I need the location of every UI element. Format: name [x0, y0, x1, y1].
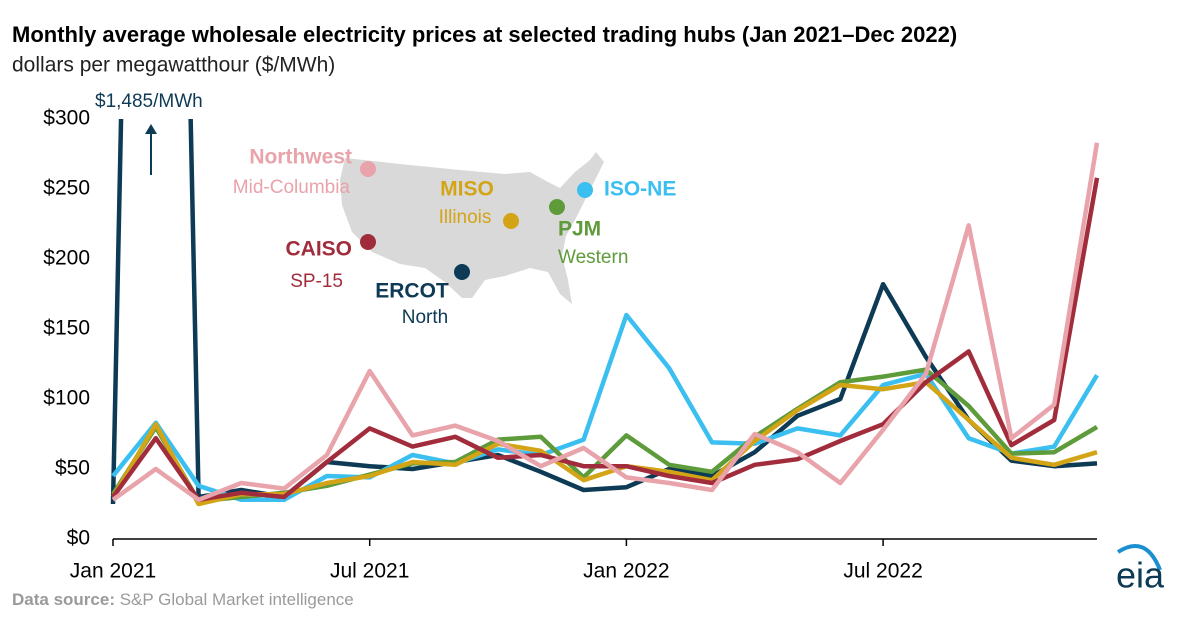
- logo: eia: [1116, 555, 1165, 596]
- legend-sublabel: Mid-Columbia: [233, 177, 351, 198]
- legend-sublabel: Western: [558, 247, 628, 268]
- legend-sublabel: SP-15: [290, 271, 343, 292]
- plot-area: [110, 119, 1100, 507]
- legend-label: CAISO: [285, 238, 352, 261]
- hub-dot: [360, 234, 376, 250]
- y-tick-label: $150: [43, 317, 90, 340]
- x-tick-label: Jan 2021: [70, 560, 156, 583]
- annotation: $1,485/MWh: [95, 91, 203, 112]
- legend-label: MISO: [440, 178, 494, 201]
- line: [111, 312, 1099, 503]
- y-tick-label: $300: [43, 107, 90, 130]
- source-text: S&P Global Market intelligence: [120, 590, 354, 609]
- legend-sublabel: North: [402, 307, 448, 328]
- hub-dot: [549, 199, 565, 215]
- logo-swoosh: [1116, 544, 1162, 571]
- legend-label: ISO-NE: [604, 178, 676, 201]
- legend-sublabel: Illinois: [439, 207, 492, 228]
- chart-subtitle: dollars per megawatthour ($/MWh): [12, 54, 335, 77]
- line: [111, 367, 1099, 504]
- x-tick-label: Jan 2022: [583, 560, 669, 583]
- y-tick-label: $50: [55, 457, 90, 480]
- chart-title: Monthly average wholesale electricity pr…: [12, 22, 957, 47]
- legend-label: ERCOT: [375, 280, 449, 303]
- us-map: [340, 152, 604, 304]
- hub-dot: [360, 161, 376, 177]
- hub-dot: [503, 213, 519, 229]
- y-tick-label: $200: [43, 247, 90, 270]
- source: Data source: S&P Global Market intellige…: [12, 590, 354, 609]
- hub-dot: [454, 264, 470, 280]
- source-label: Data source:: [12, 590, 115, 609]
- line: [111, 177, 1100, 503]
- y-tick-label: $0: [67, 527, 90, 550]
- line: [111, 142, 1100, 503]
- hub-dot: [577, 182, 593, 198]
- x-tick-label: Jul 2021: [330, 560, 409, 583]
- y-tick-label: $100: [43, 387, 90, 410]
- x-tick-label: Jul 2022: [843, 560, 922, 583]
- legend-label: PJM: [558, 218, 601, 241]
- annotation-arrowhead: [145, 124, 157, 134]
- y-tick-label: $250: [43, 177, 90, 200]
- legend-label: Northwest: [249, 146, 352, 169]
